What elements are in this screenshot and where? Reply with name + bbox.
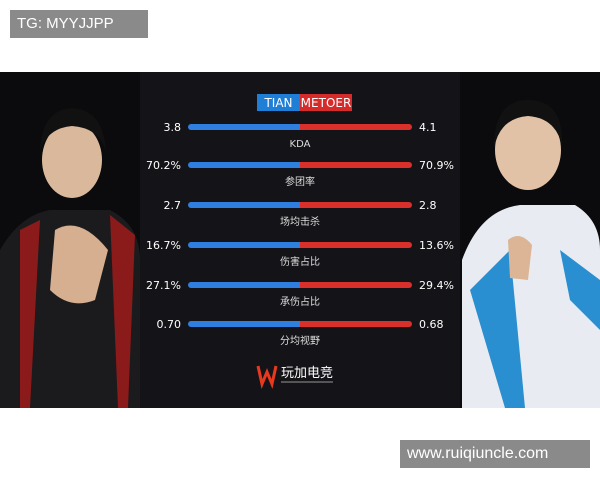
right-bar bbox=[300, 282, 412, 288]
left-team-name: TIAN bbox=[263, 96, 292, 110]
right-bar bbox=[300, 202, 412, 208]
left-value: 70.2% bbox=[146, 159, 181, 172]
left-value: 3.8 bbox=[164, 121, 182, 134]
right-value: 70.9% bbox=[419, 159, 454, 172]
right-bar bbox=[300, 242, 412, 248]
stat-label: 分均视野 bbox=[280, 334, 320, 347]
left-value: 2.7 bbox=[164, 199, 182, 212]
right-value: 29.4% bbox=[419, 279, 454, 292]
right-bar bbox=[300, 162, 412, 168]
bar-joint bbox=[300, 124, 304, 130]
logo: 玩加电竞 bbox=[256, 365, 333, 389]
stat-label: 场均击杀 bbox=[280, 215, 320, 228]
right-bar bbox=[300, 321, 412, 327]
bar-joint bbox=[300, 282, 304, 288]
bar-joint bbox=[300, 162, 304, 168]
right-value: 13.6% bbox=[419, 239, 454, 252]
bar-joint bbox=[300, 202, 304, 208]
logo-text: 玩加电竞 bbox=[281, 365, 333, 381]
left-value: 16.7% bbox=[146, 239, 181, 252]
left-player bbox=[0, 108, 140, 408]
right-team-name: METOER bbox=[301, 96, 352, 110]
stat-label: 伤害占比 bbox=[280, 255, 320, 268]
left-bar bbox=[188, 282, 300, 288]
stat-label: 承伤占比 bbox=[280, 295, 320, 308]
watermark: www.ruiqiuncle.com bbox=[400, 440, 590, 468]
right-value: 4.1 bbox=[419, 121, 437, 134]
right-bar bbox=[300, 124, 412, 130]
left-value: 0.70 bbox=[157, 318, 182, 331]
left-team-tag bbox=[257, 94, 300, 111]
stat-label: KDA bbox=[290, 139, 311, 150]
left-bar bbox=[188, 242, 300, 248]
right-team-tag bbox=[300, 94, 352, 111]
left-bar bbox=[188, 162, 300, 168]
bar-joint bbox=[300, 242, 304, 248]
left-value: 27.1% bbox=[146, 279, 181, 292]
right-value: 0.68 bbox=[419, 318, 444, 331]
left-bar bbox=[188, 321, 300, 327]
right-player bbox=[462, 100, 600, 408]
watermark: TG: MYYJJPP bbox=[10, 10, 148, 38]
stat-label: 参团率 bbox=[285, 175, 315, 188]
right-value: 2.8 bbox=[419, 199, 437, 212]
bar-joint bbox=[300, 321, 304, 327]
left-bar bbox=[188, 202, 300, 208]
stats-panel bbox=[140, 72, 460, 408]
left-bar bbox=[188, 124, 300, 130]
stat-rows: 3.8 4.1 KDA 70.2% 70.9% 参团率 2.7 2.8 场均击杀 16.7% 13.… bbox=[146, 121, 454, 347]
